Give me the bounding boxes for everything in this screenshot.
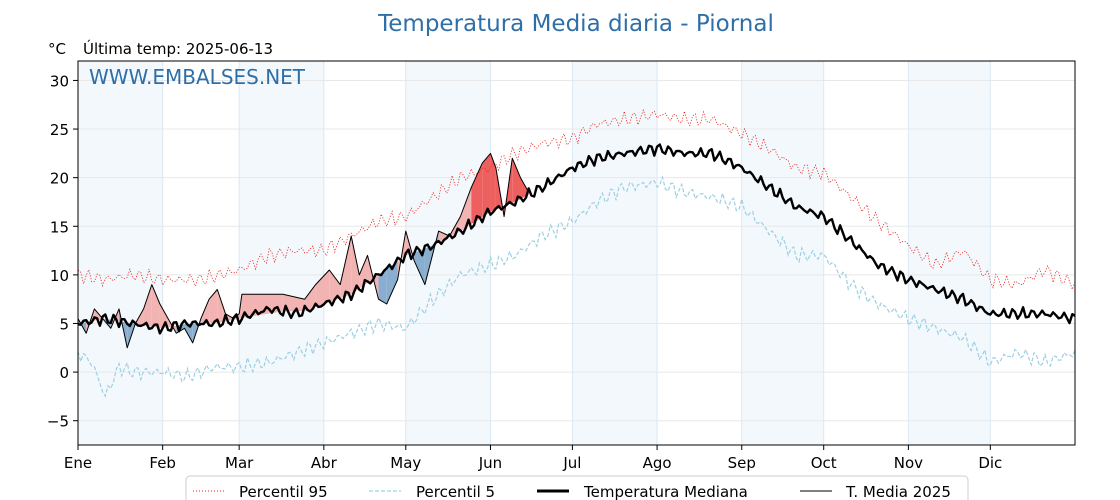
y-tick-label: 5 bbox=[59, 315, 69, 333]
anomaly-fill-above bbox=[329, 270, 341, 303]
legend-label-p95: Percentil 95 bbox=[239, 483, 328, 500]
anomaly-fill-below bbox=[378, 269, 387, 305]
x-tick-label: Oct bbox=[811, 454, 837, 472]
unit-label: °C bbox=[48, 40, 66, 58]
anomaly-fill-above bbox=[471, 163, 483, 225]
anomaly-fill-above bbox=[490, 153, 496, 212]
legend-label-median: Temperatura Mediana bbox=[583, 483, 748, 500]
y-tick-label: −5 bbox=[47, 413, 69, 431]
anomaly-fill-above bbox=[304, 284, 316, 311]
anomaly-fill-above bbox=[143, 284, 152, 327]
month-band bbox=[572, 61, 658, 445]
y-axis: 30 25 20 15 10 5 0 −5 bbox=[47, 72, 78, 431]
month-band bbox=[741, 61, 824, 445]
x-tick-label: Dic bbox=[978, 454, 1002, 472]
anomaly-fill-below bbox=[413, 248, 425, 285]
y-tick-label: 30 bbox=[50, 72, 69, 90]
legend: Percentil 95 Percentil 5 Temperatura Med… bbox=[185, 475, 969, 500]
anomaly-fill-below bbox=[184, 323, 193, 343]
month-band bbox=[239, 61, 324, 445]
series-line-median bbox=[77, 143, 1076, 335]
grid-lines bbox=[77, 61, 1075, 445]
x-tick-label: May bbox=[390, 454, 421, 472]
month-band bbox=[78, 61, 163, 445]
x-tick-label: Feb bbox=[149, 454, 176, 472]
anomaly-fill-above bbox=[351, 235, 360, 295]
anomaly-fill-above bbox=[168, 318, 177, 334]
anomaly-fill-above bbox=[209, 289, 218, 324]
y-tick-label: 0 bbox=[59, 364, 69, 382]
y-tick-label: 25 bbox=[50, 121, 69, 139]
anomaly-fill-above bbox=[315, 270, 330, 307]
anomaly-fill-below bbox=[386, 261, 398, 305]
watermark: WWW.EMBALSES.NET bbox=[89, 65, 306, 89]
x-tick-label: Nov bbox=[894, 454, 923, 472]
anomaly-fill-above bbox=[151, 284, 160, 328]
x-tick-label: Jul bbox=[562, 454, 581, 472]
series-line-p95 bbox=[77, 108, 1076, 291]
legend-label-current: T. Media 2025 bbox=[845, 483, 951, 500]
legend-box bbox=[185, 475, 969, 500]
month-bands bbox=[78, 61, 991, 445]
series-lines bbox=[77, 108, 1076, 398]
anomaly-fill-above bbox=[438, 231, 450, 243]
x-tick-label: Mar bbox=[225, 454, 254, 472]
last-temp-label: Última temp: 2025-06-13 bbox=[83, 39, 273, 58]
y-tick-label: 20 bbox=[50, 170, 69, 188]
anomaly-fill-above bbox=[482, 153, 491, 217]
anomaly-fill-above bbox=[217, 289, 226, 323]
y-tick-label: 10 bbox=[50, 267, 69, 285]
y-tick-label: 15 bbox=[50, 218, 69, 236]
month-band bbox=[908, 61, 991, 445]
plot-frame bbox=[77, 60, 1076, 446]
chart-title: Temperatura Media diaria - Piornal bbox=[377, 11, 774, 37]
series-line-p5 bbox=[77, 175, 1076, 398]
anomaly-fill-above bbox=[340, 235, 352, 299]
x-tick-label: Ago bbox=[643, 454, 672, 472]
x-axis: Ene Feb Mar Abr May Jun Jul Ago Sep Oct Nov Dic bbox=[64, 445, 1002, 472]
legend-label-p5: Percentil 5 bbox=[416, 483, 495, 500]
x-tick-label: Ene bbox=[64, 454, 92, 472]
anomaly-fill-above bbox=[512, 158, 521, 204]
anomaly-fill-above bbox=[282, 294, 305, 312]
series-line-current bbox=[77, 152, 530, 349]
x-tick-label: Abr bbox=[311, 454, 338, 472]
x-tick-label: Jun bbox=[478, 454, 502, 472]
x-tick-label: Sep bbox=[728, 454, 756, 472]
